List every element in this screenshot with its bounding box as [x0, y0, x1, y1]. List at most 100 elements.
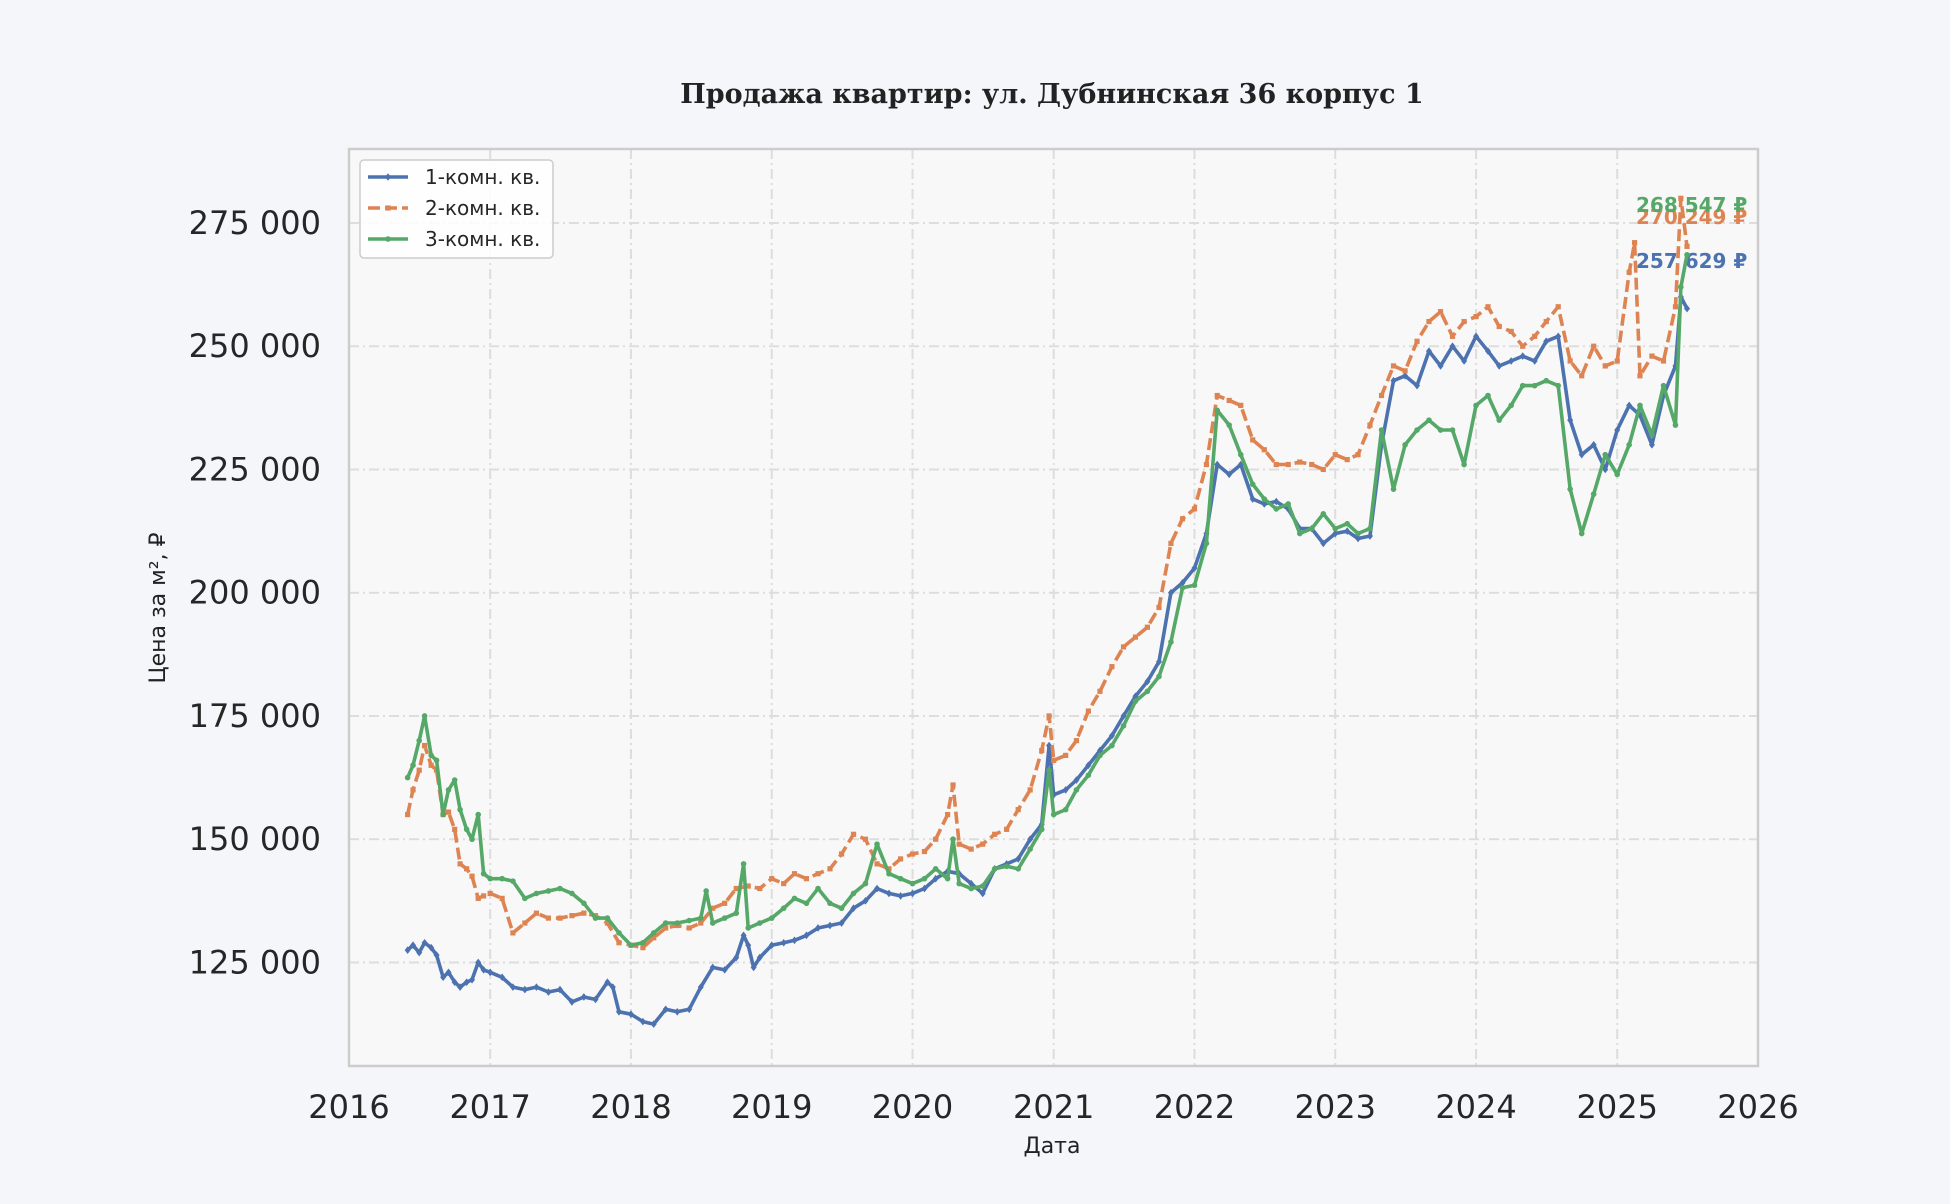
data-point — [1073, 738, 1080, 744]
data-point — [791, 871, 798, 877]
data-point — [1473, 332, 1480, 341]
series-2room-end-label: 270 249 ₽ — [1636, 205, 1747, 229]
legend-box — [359, 159, 554, 259]
data-point — [791, 895, 798, 902]
x-tick-label: 2020 — [872, 1088, 953, 1126]
data-point — [1355, 534, 1362, 543]
plot-frame — [347, 147, 1760, 1068]
data-point — [604, 915, 611, 921]
data-point — [722, 900, 728, 906]
data-point — [932, 865, 939, 872]
data-point — [1226, 397, 1232, 404]
data-point — [886, 866, 892, 872]
data-point — [1320, 466, 1326, 473]
data-point — [1437, 427, 1444, 433]
data-point — [416, 948, 423, 957]
data-point — [1249, 481, 1256, 488]
data-point — [1567, 358, 1573, 364]
data-point — [1672, 422, 1679, 428]
data-point — [1602, 451, 1609, 458]
data-point — [609, 983, 616, 991]
data-point — [1496, 417, 1502, 423]
data-point — [780, 905, 787, 912]
data-point — [451, 978, 458, 986]
data-point — [1250, 437, 1256, 443]
data-point — [686, 917, 692, 924]
data-point — [510, 930, 516, 936]
data-point — [1046, 713, 1052, 719]
y-tick-label: 150 000 — [189, 820, 321, 858]
data-point — [1437, 362, 1444, 370]
data-point — [1449, 333, 1456, 339]
data-point — [1532, 333, 1538, 339]
data-point — [1332, 452, 1338, 458]
data-point — [1355, 530, 1361, 537]
data-point — [421, 742, 428, 749]
data-point — [499, 895, 505, 901]
data-point — [1631, 240, 1638, 246]
data-point — [1567, 486, 1573, 492]
data-point — [1097, 688, 1103, 694]
data-point — [1626, 401, 1633, 410]
data-point — [421, 713, 428, 719]
data-point — [616, 930, 622, 936]
data-point — [886, 870, 892, 877]
data-point — [416, 737, 422, 744]
data-point — [469, 975, 476, 984]
data-point — [463, 978, 470, 986]
data-point — [1672, 304, 1679, 310]
data-point — [968, 846, 974, 852]
data-point — [1684, 304, 1691, 313]
data-point — [885, 889, 892, 898]
data-point — [838, 905, 845, 912]
x-tick-labels: 2016 2017 2018 2019 2020 2021 2022 2023 2024 2025… — [308, 1088, 1798, 1126]
data-point — [1496, 362, 1503, 370]
data-point — [1039, 747, 1045, 754]
x-tick-label: 2017 — [449, 1088, 530, 1126]
data-point — [1344, 520, 1351, 527]
data-point — [404, 946, 411, 954]
legend-label: 3-комн. кв. — [425, 227, 540, 251]
data-point — [616, 940, 622, 946]
x-tick-label: 2021 — [1013, 1088, 1094, 1126]
data-point — [1390, 486, 1397, 492]
data-point — [475, 811, 482, 818]
data-point — [909, 880, 916, 887]
data-point — [469, 873, 475, 879]
data-point — [1132, 692, 1139, 701]
data-point — [1461, 318, 1467, 325]
plot-background — [349, 149, 1758, 1066]
data-point — [1437, 309, 1444, 315]
data-point — [1109, 742, 1115, 749]
data-point — [433, 951, 440, 959]
data-point — [487, 890, 493, 897]
chart-title: Продажа квартир: ул. Дубнинская 36 корпу… — [680, 79, 1423, 110]
data-point — [1678, 284, 1684, 290]
data-point — [1461, 461, 1467, 468]
data-point — [992, 831, 998, 837]
data-point — [592, 915, 599, 921]
data-point — [1567, 416, 1574, 424]
data-point — [1543, 377, 1550, 384]
data-point — [874, 841, 880, 847]
data-point — [874, 861, 880, 867]
data-point — [1144, 677, 1151, 686]
data-point — [1678, 195, 1684, 201]
data-point — [1027, 787, 1033, 793]
data-point — [1649, 353, 1655, 359]
data-point — [545, 888, 552, 894]
data-point — [1649, 432, 1655, 438]
data-point — [815, 871, 821, 877]
data-point — [510, 878, 516, 884]
data-point — [1426, 318, 1432, 325]
data-point — [445, 968, 452, 977]
data-point — [1508, 357, 1515, 365]
data-point — [1027, 846, 1033, 852]
data-point — [533, 910, 540, 916]
data-point — [1191, 506, 1198, 512]
data-point — [1168, 639, 1174, 645]
data-point — [1602, 363, 1608, 369]
data-point — [756, 920, 763, 926]
data-point — [428, 752, 434, 759]
